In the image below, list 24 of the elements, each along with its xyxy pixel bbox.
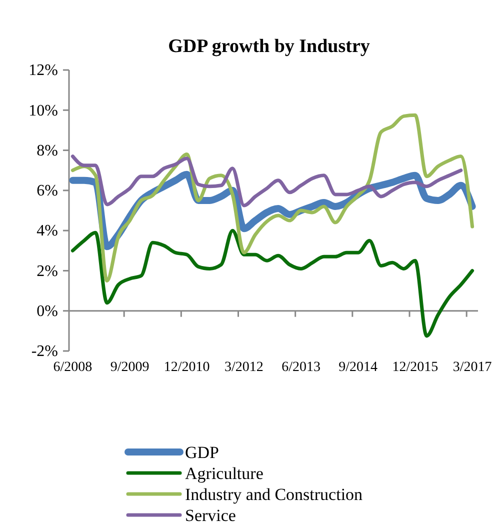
y-tick-label: 6% [36,182,58,200]
x-tick-label: 12/2010 [164,360,210,375]
y-tick-label: 8% [36,142,58,160]
x-tick-label: 3/2012 [224,360,264,375]
x-tick-label: 9/2014 [338,360,378,375]
chart-title: GDP growth by Industry [168,36,370,57]
x-tick-label: 12/2015 [392,360,438,375]
y-tick-label: 12% [28,62,58,80]
x-tick-label: 3/2017 [452,360,492,375]
line-series [70,154,463,208]
line-series [70,113,474,282]
legend-label: Service [185,506,236,525]
x-tick-label: 6/2013 [282,360,320,375]
legend-label: Agriculture [185,464,264,483]
y-tick-label: 10% [28,102,58,120]
x-tick-label: 9/2009 [110,360,150,375]
y-tick-label: 0% [36,302,58,320]
line-series [70,228,474,338]
legend-label: Industry and Construction [185,485,364,504]
x-tick-label: 6/2008 [53,360,92,375]
legend-label: GDP [185,443,220,462]
y-tick-label: -2% [31,343,58,360]
y-tick-label: 2% [36,262,58,280]
y-tick-label: 4% [36,222,58,240]
